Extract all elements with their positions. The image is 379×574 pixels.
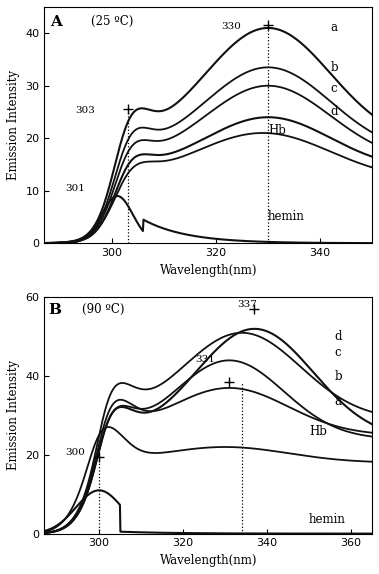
Text: 330: 330 xyxy=(221,22,241,30)
Text: 300: 300 xyxy=(66,448,85,457)
Text: b: b xyxy=(330,61,338,74)
Text: c: c xyxy=(330,82,337,95)
Y-axis label: Emission Intensity: Emission Intensity xyxy=(7,360,20,471)
Text: B: B xyxy=(49,303,62,317)
Text: d: d xyxy=(334,330,342,343)
Text: 331: 331 xyxy=(196,355,216,364)
Text: hemin: hemin xyxy=(268,211,305,223)
Text: Hb: Hb xyxy=(268,124,286,137)
Text: 337: 337 xyxy=(238,300,258,309)
Text: 303: 303 xyxy=(76,106,96,115)
Text: (25 ºC): (25 ºC) xyxy=(91,15,134,28)
Text: b: b xyxy=(334,370,342,383)
Text: a: a xyxy=(330,21,337,34)
Text: (90 ºC): (90 ºC) xyxy=(82,303,125,316)
Text: 301: 301 xyxy=(65,184,85,193)
Text: hemin: hemin xyxy=(309,513,346,526)
Text: A: A xyxy=(50,15,61,29)
Y-axis label: Emission Intensity: Emission Intensity xyxy=(7,70,20,180)
Text: Hb: Hb xyxy=(309,425,327,438)
Text: d: d xyxy=(330,106,338,118)
X-axis label: Wavelength(nm): Wavelength(nm) xyxy=(160,263,257,277)
X-axis label: Wavelength(nm): Wavelength(nm) xyxy=(160,554,257,567)
Text: a: a xyxy=(334,395,341,408)
Text: c: c xyxy=(334,346,341,359)
